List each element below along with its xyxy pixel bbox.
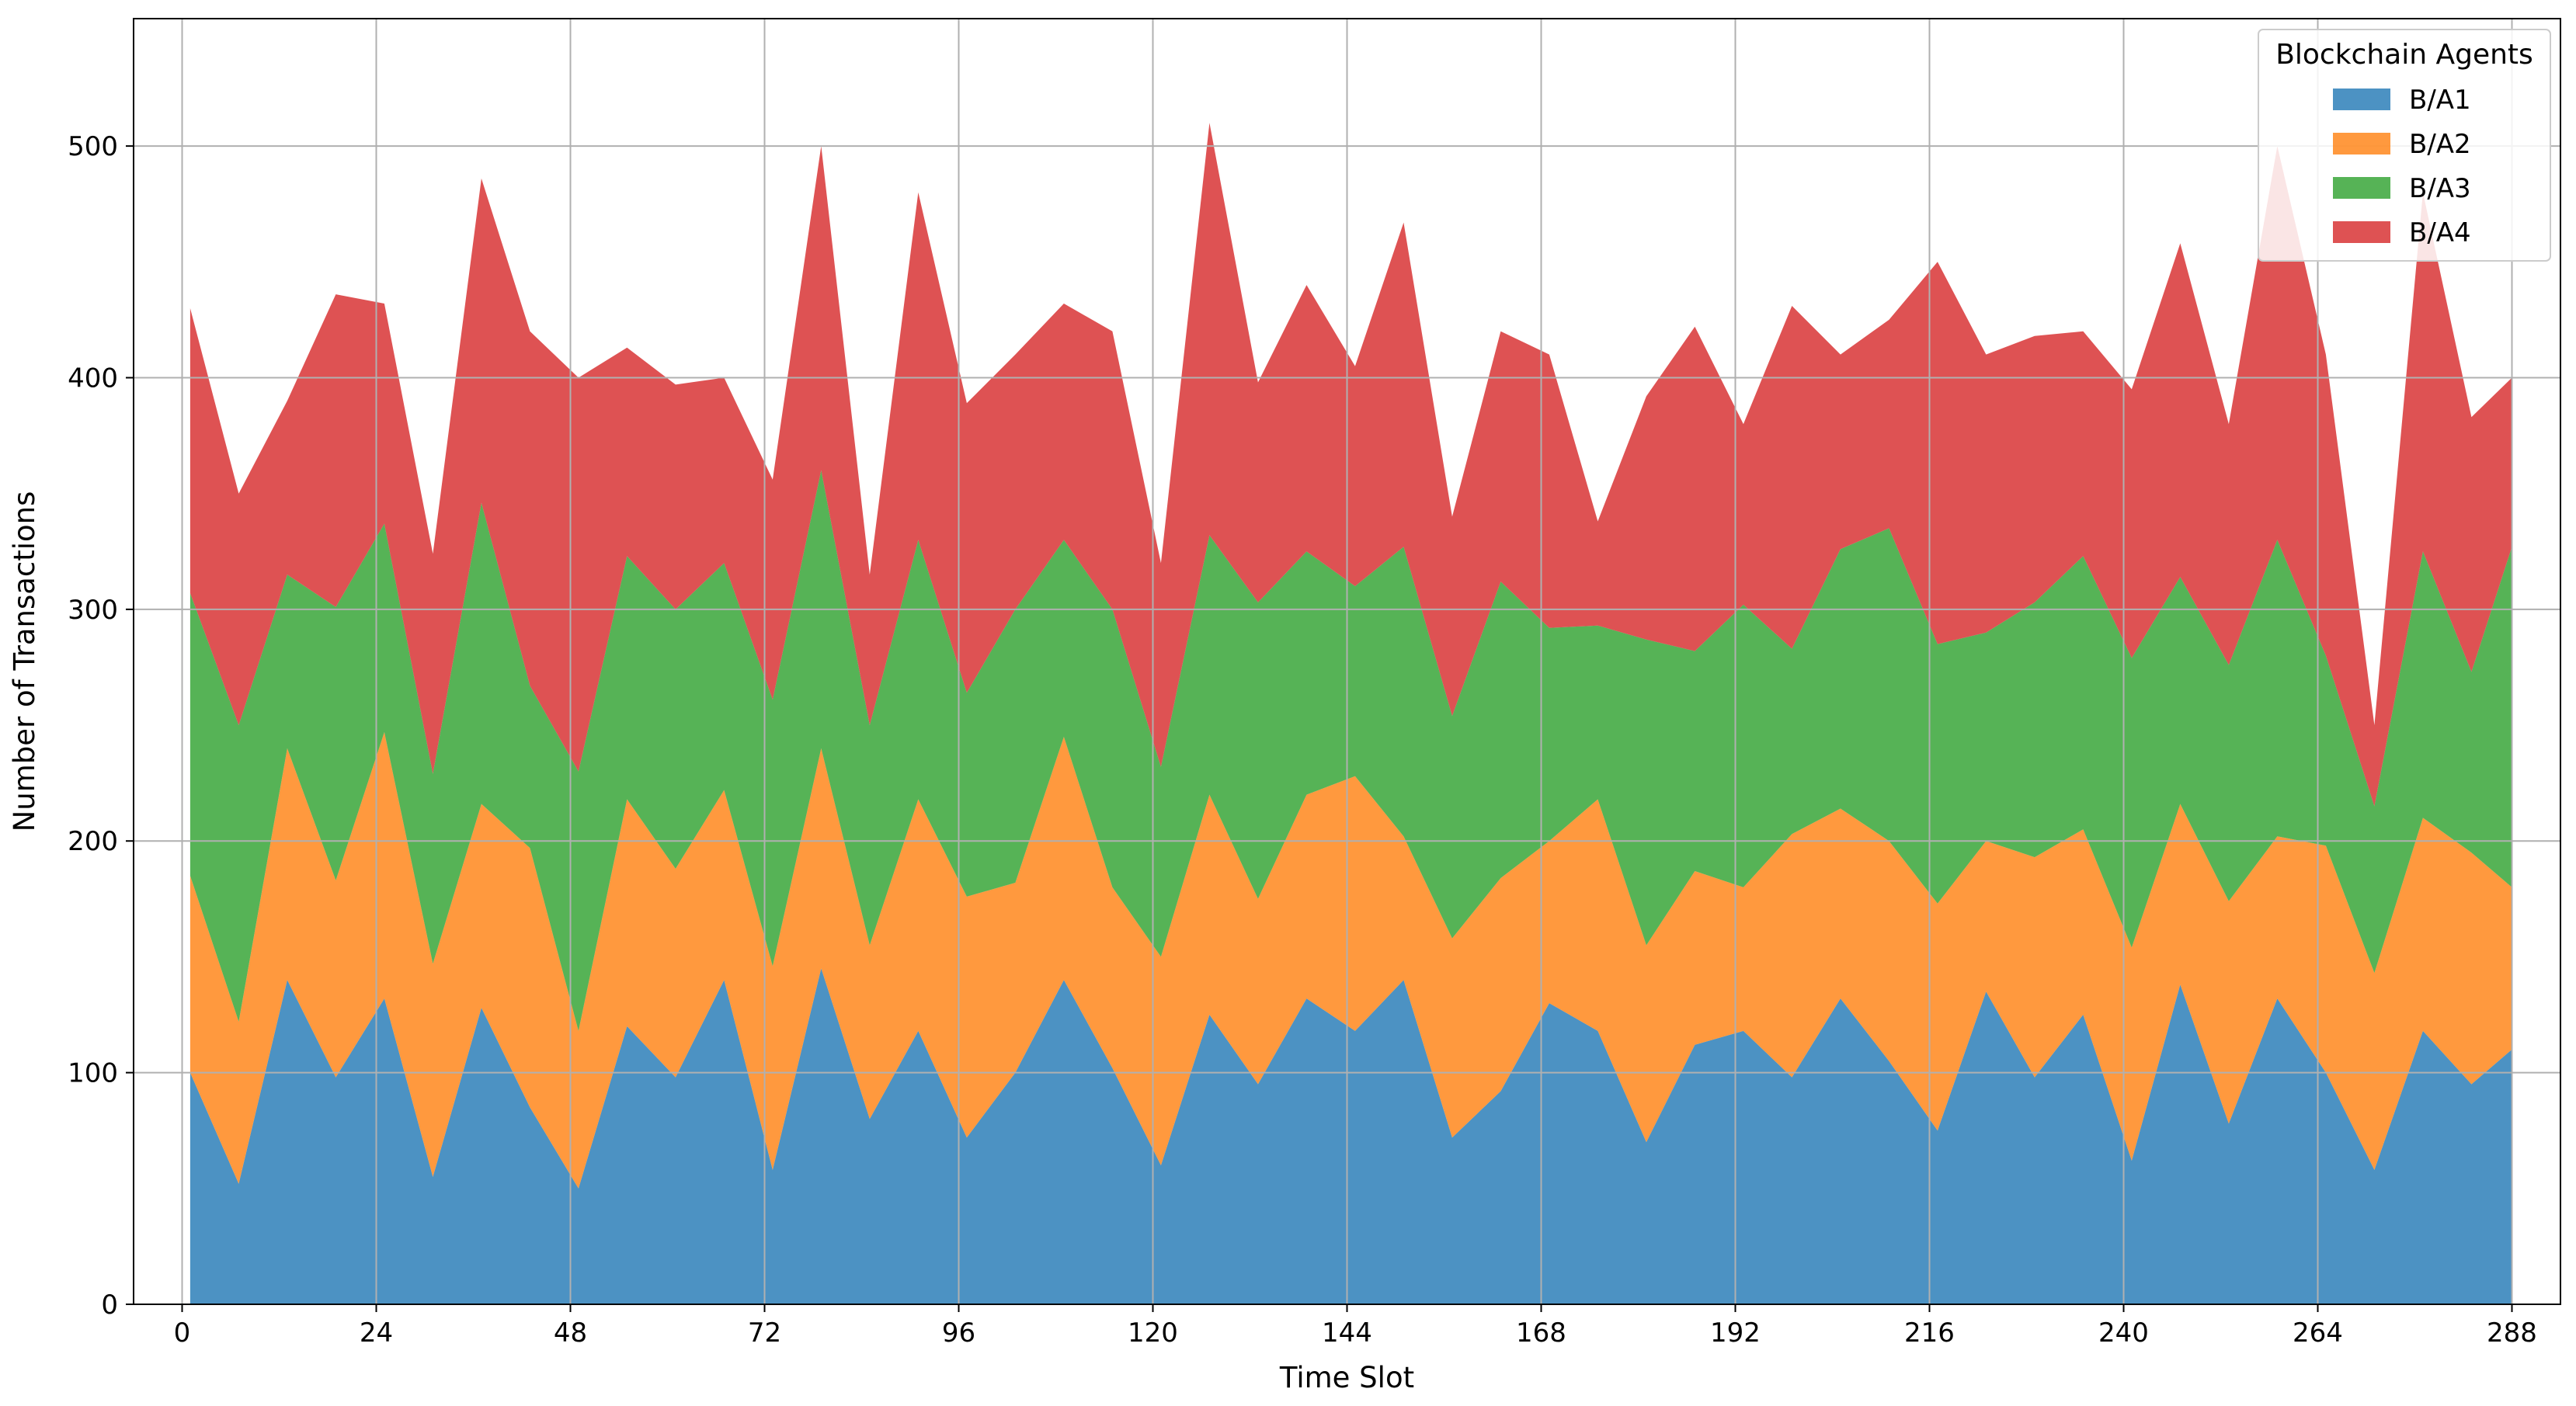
- legend-title: Blockchain Agents: [2275, 39, 2533, 71]
- x-tick-label: 48: [554, 1317, 587, 1349]
- y-axis-ticks: 0 100 200 300 400 500: [68, 131, 134, 1321]
- x-tick-label: 24: [360, 1317, 393, 1349]
- legend-swatch: [2333, 89, 2390, 110]
- y-tick-label: 200: [68, 826, 118, 857]
- legend-label: B/A4: [2409, 217, 2471, 248]
- x-tick-label: 0: [174, 1317, 191, 1349]
- x-tick-label: 240: [2098, 1317, 2149, 1349]
- y-axis-label: Number of Transactions: [8, 491, 41, 832]
- legend-box: [2258, 29, 2551, 262]
- legend: Blockchain Agents B/A1 B/A2 B/A3 B/A4: [2258, 29, 2551, 262]
- legend-items: B/A1 B/A2 B/A3 B/A4: [2333, 85, 2471, 248]
- legend-label: B/A3: [2409, 173, 2471, 204]
- legend-swatch: [2333, 221, 2390, 243]
- x-tick-label: 96: [942, 1317, 975, 1349]
- x-tick-label: 264: [2293, 1317, 2343, 1349]
- area-series-b-a3: [189, 470, 2512, 1031]
- x-axis-label: Time Slot: [1279, 1361, 1414, 1394]
- y-tick-label: 500: [68, 131, 118, 162]
- y-tick-label: 300: [68, 595, 118, 626]
- legend-label: B/A2: [2409, 129, 2471, 160]
- x-tick-label: 216: [1904, 1317, 1955, 1349]
- x-tick-label: 72: [748, 1317, 781, 1349]
- y-tick-label: 0: [101, 1290, 118, 1321]
- x-tick-label: 144: [1322, 1317, 1372, 1349]
- x-tick-label: 192: [1710, 1317, 1761, 1349]
- legend-swatch: [2333, 133, 2390, 154]
- x-tick-label: 120: [1128, 1317, 1178, 1349]
- x-tick-label: 168: [1516, 1317, 1566, 1349]
- area-series-b-a4: [189, 123, 2512, 807]
- area-series-b-a2: [189, 732, 2512, 1189]
- legend-swatch: [2333, 177, 2390, 199]
- x-axis-ticks: 0 24 48 72 96 120 144 168 192 216 240 264 288: [174, 1304, 2537, 1349]
- x-tick-label: 288: [2487, 1317, 2537, 1349]
- area-layer: [189, 123, 2512, 1304]
- area-series-b-a1: [189, 968, 2512, 1304]
- grid-layer: [134, 19, 2560, 1305]
- legend-label: B/A1: [2409, 85, 2471, 116]
- y-tick-label: 400: [68, 363, 118, 394]
- y-tick-label: 100: [68, 1058, 118, 1089]
